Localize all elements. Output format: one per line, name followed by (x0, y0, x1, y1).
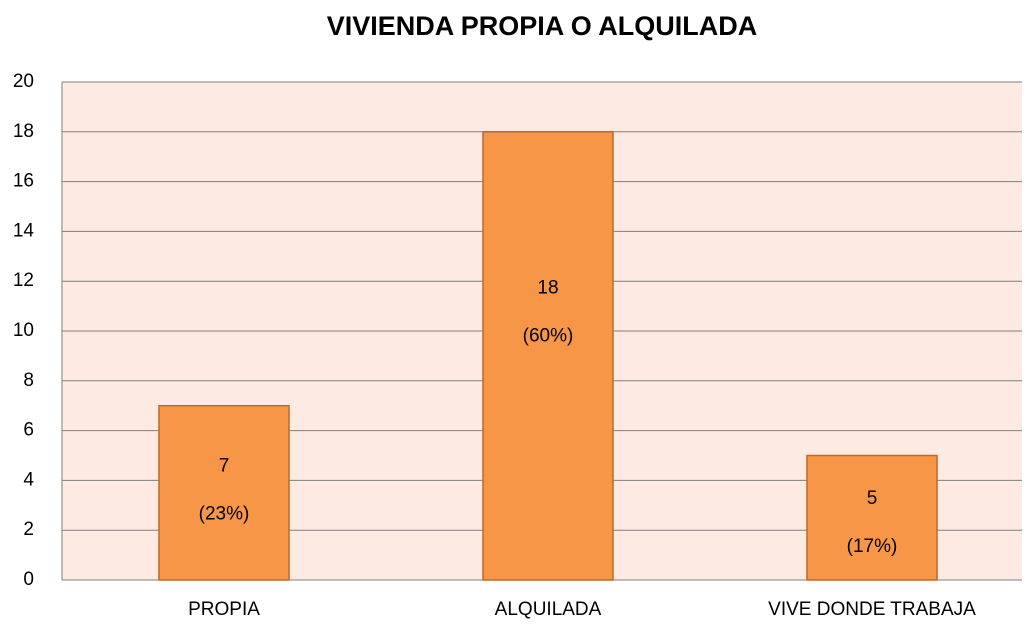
x-tick-label: ALQUILADA (495, 599, 602, 620)
value-label: 18 (537, 278, 558, 299)
y-tick-label: 16 (13, 171, 34, 192)
y-tick-label: 20 (13, 71, 34, 92)
y-tick-label: 6 (23, 420, 34, 441)
y-tick-label: 12 (13, 270, 34, 291)
x-tick-label: VIVE DONDE TRABAJA (768, 599, 976, 620)
y-tick-label: 14 (13, 220, 35, 241)
y-tick-label: 0 (23, 569, 34, 590)
bar (806, 454, 938, 581)
value-label: 5 (867, 488, 878, 509)
y-tick-label: 8 (23, 370, 34, 391)
chart-title: VIVIENDA PROPIA O ALQUILADA (327, 11, 758, 41)
bar (158, 404, 290, 581)
bar (482, 131, 614, 581)
y-tick-label: 4 (23, 469, 34, 490)
y-tick-label: 2 (23, 519, 34, 540)
y-tick-label: 10 (13, 320, 34, 341)
y-tick-label: 18 (13, 121, 34, 142)
percent-label: (60%) (523, 326, 574, 347)
x-tick-label: PROPIA (188, 599, 260, 620)
percent-label: (17%) (847, 536, 898, 557)
percent-label: (23%) (199, 504, 250, 525)
value-label: 7 (219, 456, 230, 477)
